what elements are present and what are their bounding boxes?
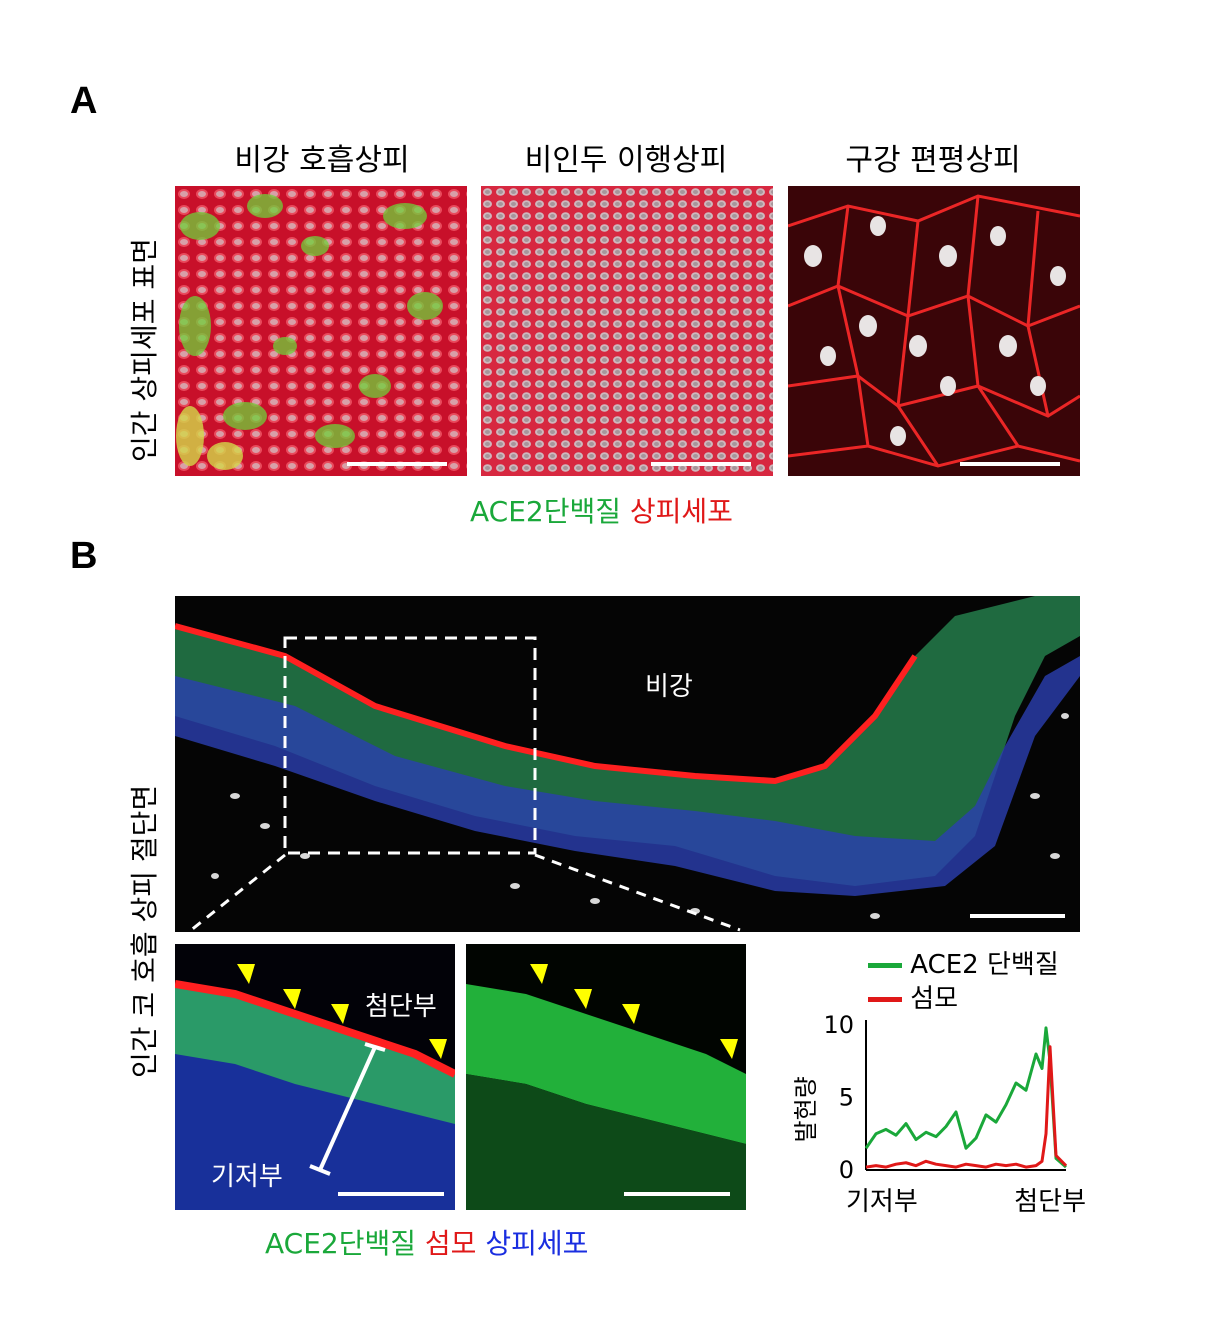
chart-legend-ace2: ACE2 단백질 [868,944,1059,981]
y-tick-label: 5 [839,1084,854,1112]
legend-ace2: ACE2단백질 [265,1227,416,1260]
label-apical: 첨단부 [365,992,437,1022]
legend-label-ace2: ACE2 단백질 [910,950,1059,980]
label-basal: 기저부 [211,1162,283,1192]
label-nasal-cavity: 비강 [645,672,693,702]
micrograph-zoom-ace2 [466,944,746,1210]
panel-a-row-label: 인간 상피세포 표면 [128,238,161,462]
micrograph-zoom-merged: 첨단부 기저부 [175,944,455,1210]
panel-a-legend: ACE2단백질 상피세포 [470,490,733,530]
panel-b-legend: ACE2단백질 섬모 상피세포 [265,1222,588,1262]
legend-ace2: ACE2단백질 [470,495,621,528]
legend-swatch-ace2 [868,963,902,968]
y-axis-label: 발현량 [792,1076,820,1142]
column-title-oral: 구강 편평상피 [845,143,1021,178]
x-axis-label-apical: 첨단부 [1014,1187,1086,1215]
series-line-ace2 [864,1026,1067,1169]
panel-b-row-label: 인간 코 호흡 상피 절단면 [128,784,161,1078]
scale-bar [624,1192,730,1196]
legend-epithelial: 상피세포 [485,1227,589,1260]
scale-bar [347,462,447,466]
micrograph-nasal-section: 비강 [175,596,1080,932]
legend-cilia: 섬모 [424,1227,477,1260]
x-axis-label-basal: 기저부 [846,1187,918,1215]
scale-bar [338,1192,444,1196]
micrograph-nasal-epithelium [175,186,467,476]
legend-epithelial: 상피세포 [629,495,733,528]
scale-bar [651,462,751,466]
chart-legend-cilia: 섬모 [868,978,958,1015]
y-tick-label: 0 [839,1156,854,1184]
y-tick-label: 10 [823,1011,854,1039]
series-line-cilia [865,1045,1068,1169]
scale-bar [960,462,1060,466]
column-title-nasopharynx: 비인두 이행상피 [524,143,728,178]
scale-bar [970,914,1065,918]
panel-b-letter: B [70,535,98,577]
legend-label-cilia: 섬모 [910,984,959,1014]
panel-a-letter: A [70,80,98,122]
zoom-connector-lines [184,853,741,937]
micrograph-nasopharynx-epithelium [481,186,773,476]
legend-swatch-cilia [868,997,902,1002]
micrograph-oral-epithelium [788,186,1080,476]
column-title-nasal: 비강 호흡상피 [234,143,410,178]
